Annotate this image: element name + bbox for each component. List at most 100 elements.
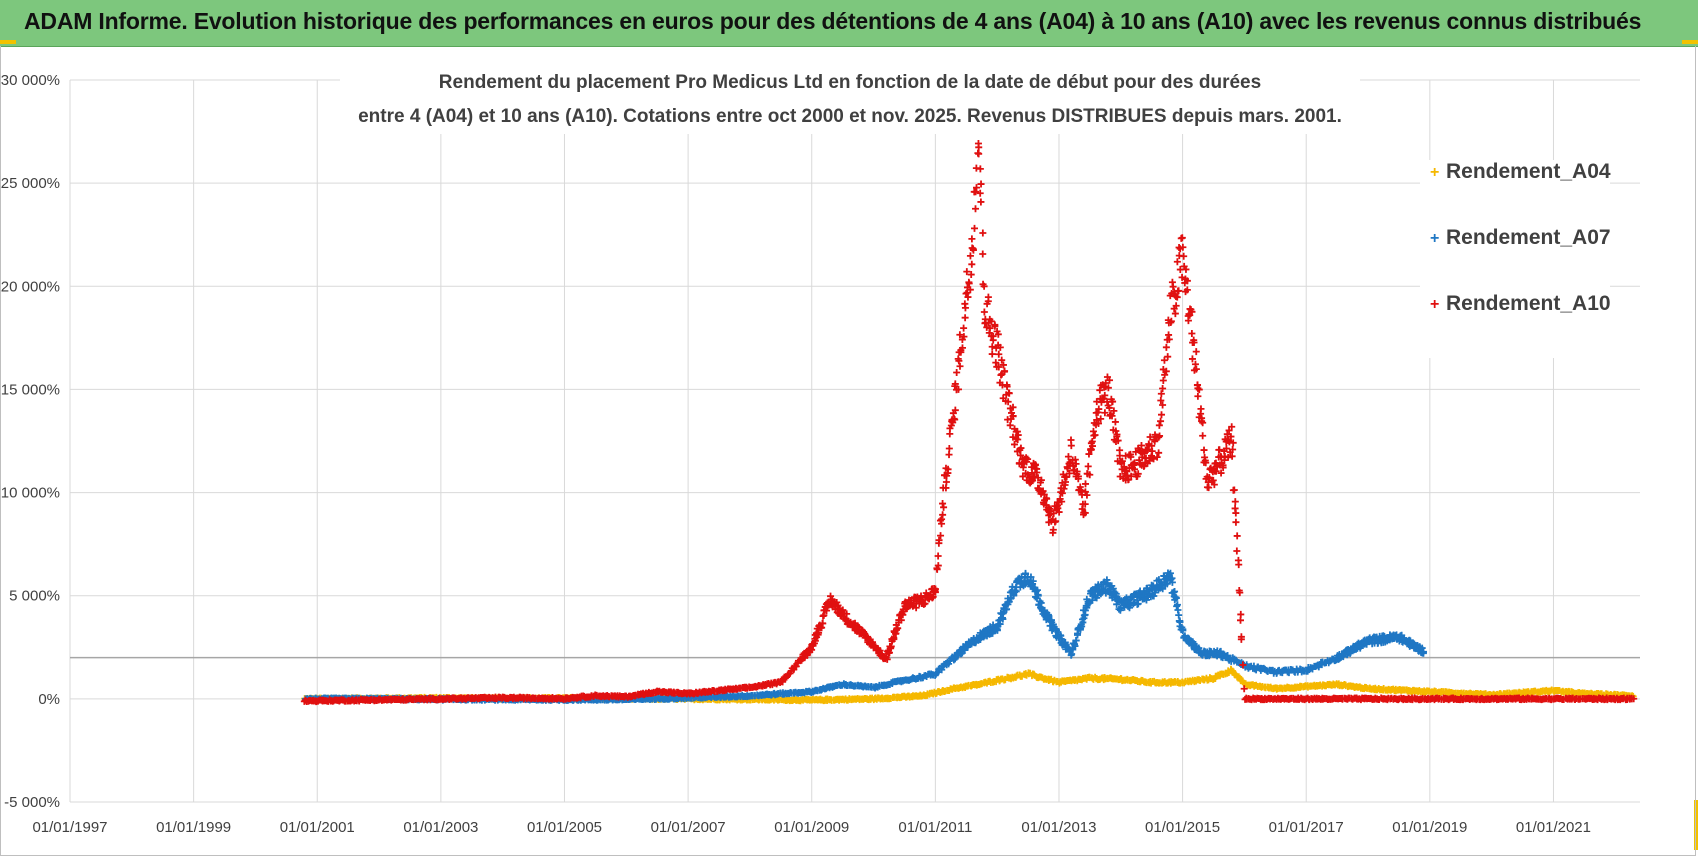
- data-point: [1201, 453, 1209, 461]
- x-tick-label: 01/01/2005: [527, 819, 602, 836]
- data-point: [885, 649, 893, 657]
- data-point: [1077, 487, 1085, 495]
- data-point: [931, 585, 939, 593]
- data-point: [1003, 383, 1011, 391]
- data-point: [1078, 622, 1086, 630]
- data-point: [1009, 403, 1017, 411]
- data-point: [819, 619, 827, 627]
- data-point: [1195, 386, 1203, 394]
- data-point: [1159, 401, 1167, 409]
- legend-marker-a07: +: [1430, 230, 1440, 247]
- data-point: [951, 416, 959, 424]
- data-point: [1071, 640, 1079, 648]
- data-point: [984, 297, 992, 305]
- data-point: [1164, 353, 1172, 361]
- data-point: [1168, 578, 1176, 586]
- x-tick-label: 01/01/2009: [774, 819, 849, 836]
- legend-item-a10: + Rendement_A10: [1420, 292, 1611, 358]
- data-point: [996, 343, 1004, 351]
- data-point: [1120, 463, 1128, 471]
- data-point: [1109, 585, 1117, 593]
- data-point: [965, 279, 973, 287]
- data-point: [1112, 590, 1120, 598]
- data-point: [964, 293, 972, 301]
- data-point: [1010, 440, 1018, 448]
- data-point: [1205, 474, 1213, 482]
- data-point: [961, 304, 969, 312]
- corner-mark-top-left: [0, 40, 16, 44]
- legend-label-a04: Rendement_A04: [1446, 160, 1611, 183]
- data-point: [967, 271, 975, 279]
- data-point: [1140, 449, 1148, 457]
- data-point: [1134, 470, 1142, 478]
- data-point: [1146, 433, 1154, 441]
- data-point: [1027, 478, 1035, 486]
- data-point: [995, 363, 1003, 371]
- data-point: [1012, 587, 1020, 595]
- data-point: [934, 552, 942, 560]
- data-point: [1078, 615, 1086, 623]
- data-point: [1064, 464, 1072, 472]
- data-point: [1101, 391, 1109, 399]
- data-point: [1114, 437, 1122, 445]
- data-point: [1014, 435, 1022, 443]
- data-point: [815, 629, 823, 637]
- data-point: [951, 380, 959, 388]
- data-point: [1083, 604, 1091, 612]
- data-point: [956, 362, 964, 370]
- x-tick-label: 01/01/2011: [898, 819, 972, 836]
- data-point: [1192, 348, 1200, 356]
- y-tick-label: 30 000%: [1, 72, 60, 89]
- data-point: [1134, 600, 1142, 608]
- data-point: [1630, 695, 1638, 703]
- data-point: [1157, 417, 1165, 425]
- data-point: [1009, 412, 1017, 420]
- data-point: [1157, 396, 1165, 404]
- data-point: [980, 308, 988, 316]
- data-point: [1160, 356, 1168, 364]
- data-point: [1113, 431, 1121, 439]
- data-point: [964, 643, 972, 651]
- data-point: [811, 637, 819, 645]
- data-point: [1183, 286, 1191, 294]
- data-point: [940, 503, 948, 511]
- series-rendement-a07: [301, 569, 1428, 704]
- data-point: [1006, 421, 1014, 429]
- data-point: [1052, 517, 1060, 525]
- data-point: [1122, 452, 1130, 460]
- data-point: [1096, 386, 1104, 394]
- data-point: [1237, 633, 1245, 641]
- data-point: [1158, 411, 1166, 419]
- x-tick-label: 01/01/2021: [1516, 819, 1591, 836]
- chart-title-line-2: entre 4 (A04) et 10 ans (A10). Cotations…: [358, 106, 1342, 127]
- data-point: [1179, 625, 1187, 633]
- y-tick-label: 0%: [38, 691, 60, 708]
- data-point: [1162, 343, 1170, 351]
- data-point: [998, 356, 1006, 364]
- data-point: [1209, 476, 1217, 484]
- data-point: [946, 430, 954, 438]
- data-point: [1192, 365, 1200, 373]
- data-point: [938, 520, 946, 528]
- data-point: [1097, 415, 1105, 423]
- legend: + Rendement_A04 + Rendement_A07 + Rendem…: [1420, 160, 1611, 358]
- data-point: [961, 314, 969, 322]
- y-tick-label: 5 000%: [9, 588, 60, 605]
- data-point: [1197, 405, 1205, 413]
- data-point: [1172, 594, 1180, 602]
- data-point: [1110, 407, 1118, 415]
- data-point: [1058, 489, 1066, 497]
- data-point: [1153, 453, 1161, 461]
- data-point: [1163, 580, 1171, 588]
- data-point: [934, 562, 942, 570]
- data-point: [1004, 398, 1012, 406]
- data-point: [976, 165, 984, 173]
- page-title: ADAM Informe. Evolution historique des p…: [24, 8, 1642, 34]
- data-point: [979, 229, 987, 237]
- data-point: [1116, 606, 1124, 614]
- corner-mark-bottom-right: [1694, 800, 1698, 850]
- data-point: [1190, 336, 1198, 344]
- data-point: [1159, 585, 1167, 593]
- data-point: [986, 324, 994, 332]
- data-point: [991, 322, 999, 330]
